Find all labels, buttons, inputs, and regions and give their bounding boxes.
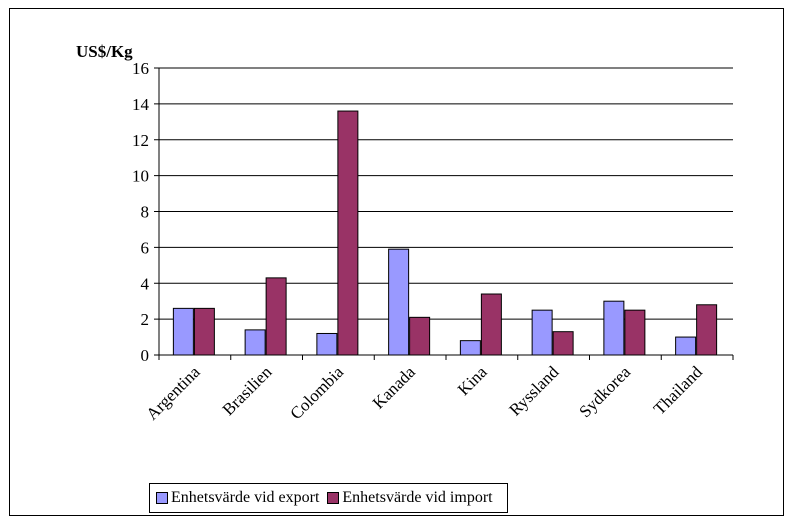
y-tick-label: 16	[132, 59, 149, 78]
x-tick-label: Sydkorea	[575, 362, 634, 421]
y-tick-label: 2	[141, 310, 150, 329]
bar-import-kina	[480, 293, 502, 356]
bar-import-argentina	[193, 307, 215, 356]
bar-import-ryssland	[552, 331, 574, 356]
x-tick-label: Argentina	[142, 362, 204, 424]
y-tick-label: 0	[141, 346, 150, 365]
bar-import-thailand	[696, 304, 718, 356]
bar-export-argentina	[172, 307, 194, 356]
bar-export-kanada	[388, 248, 410, 356]
x-tick-label: Brasilien	[219, 362, 276, 419]
bar-export-ryssland	[531, 309, 553, 356]
bar-import-brasilien	[265, 277, 287, 356]
y-tick-label: 8	[141, 203, 150, 222]
y-axis-label: US$/Kg	[76, 42, 133, 61]
bar-import-kanada	[409, 316, 431, 356]
legend-item-export: Enhetsvärde vid export	[156, 489, 319, 507]
gridlines	[159, 67, 733, 320]
bar-export-colombia	[316, 332, 338, 356]
y-tick-label: 14	[132, 95, 150, 114]
bar-import-sydkorea	[624, 309, 646, 356]
x-tick-label: Kanada	[369, 362, 419, 412]
bar-import-colombia	[337, 110, 359, 356]
bar-export-sydkorea	[603, 300, 625, 356]
bars	[172, 110, 718, 356]
bar-export-thailand	[675, 336, 697, 356]
legend: Enhetsvärde vid export Enhetsvärde vid i…	[149, 483, 508, 513]
legend-swatch-export	[156, 492, 168, 504]
x-tick-label: Kina	[454, 362, 491, 399]
legend-label-import: Enhetsvärde vid import	[342, 489, 493, 506]
x-tick-label: Ryssland	[505, 362, 562, 419]
y-tick-label: 4	[141, 274, 150, 293]
x-tick-labels: Argentina Brasilien Colombia Kanada Kina Ryss…	[142, 362, 706, 424]
y-tick-label: 6	[141, 238, 150, 257]
x-tick-label: Colombia	[286, 362, 347, 423]
y-tick-label: 12	[132, 131, 149, 150]
legend-item-import: Enhetsvärde vid import	[327, 489, 493, 507]
bar-export-kina	[459, 340, 481, 356]
x-tick-label: Thailand	[650, 362, 707, 419]
legend-label-export: Enhetsvärde vid export	[171, 489, 320, 506]
legend-swatch-import	[327, 492, 340, 504]
y-tick-label: 10	[132, 167, 149, 186]
bar-export-brasilien	[244, 329, 266, 356]
y-tick-labels: 0 2 4 6 8 10 12 14 16	[132, 59, 150, 365]
axes	[154, 67, 734, 360]
